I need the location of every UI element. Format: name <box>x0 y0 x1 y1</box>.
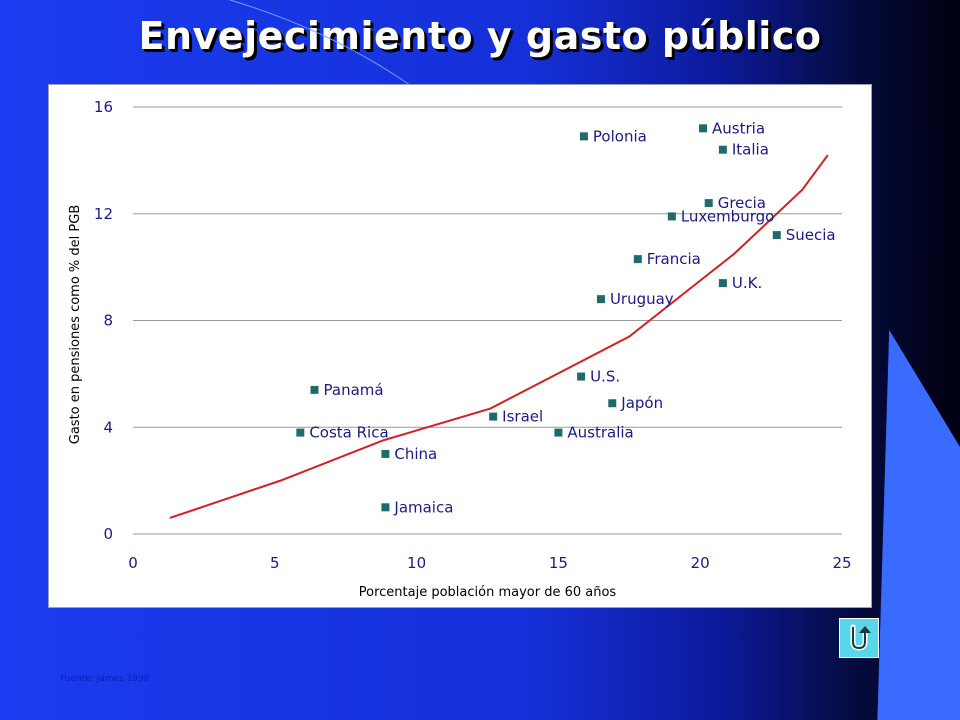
data-point-label: Jamaica <box>393 498 453 516</box>
data-point-marker <box>489 412 498 421</box>
data-point-marker <box>699 124 708 133</box>
data-point-marker <box>667 212 676 221</box>
data-point-label: Panamá <box>324 381 384 399</box>
data-point-marker <box>579 132 588 141</box>
data-point-label: Luxemburgo <box>681 207 775 225</box>
data-point-marker <box>718 279 727 288</box>
scatter-chart: 0 4 8 12 16 0 5 10 15 20 25 Porcentaje población ma… <box>68 98 852 600</box>
data-point-label: Francia <box>647 250 701 268</box>
data-point-marker <box>381 503 390 512</box>
data-point-marker <box>577 372 586 381</box>
data-point-marker <box>718 145 727 154</box>
trend-line <box>169 154 829 519</box>
data-point-label: Uruguay <box>610 290 674 308</box>
scatter-chart-panel: 0 4 8 12 16 0 5 10 15 20 25 Porcentaje población ma… <box>48 84 872 608</box>
u-turn-return-icon <box>850 624 871 651</box>
data-point-marker <box>296 428 305 437</box>
data-point-label: Japón <box>620 394 663 412</box>
data-point-label: Polonia <box>593 127 647 145</box>
data-point-label: Suecia <box>786 226 836 244</box>
x-tick-label: 5 <box>270 554 280 572</box>
x-tick-label: 25 <box>832 554 851 572</box>
data-point-marker <box>381 449 390 458</box>
y-tick-label: 0 <box>103 525 113 543</box>
return-button[interactable] <box>839 618 879 658</box>
y-tick-label: 12 <box>94 205 113 223</box>
source-note: Fuente: James 1998 <box>60 674 150 684</box>
data-point-marker <box>704 199 713 208</box>
x-tick-label: 20 <box>691 554 710 572</box>
x-tick-label: 15 <box>549 554 568 572</box>
data-point-marker <box>554 428 563 437</box>
y-tick-label: 16 <box>94 98 113 116</box>
y-tick-label: 4 <box>103 418 113 436</box>
data-point-label: U.K. <box>732 274 762 292</box>
x-tick-label: 10 <box>407 554 426 572</box>
data-point-label: Grecia <box>718 194 766 212</box>
data-point-marker <box>310 385 319 394</box>
data-point-label: Italia <box>732 141 769 159</box>
data-point-label: China <box>394 445 437 463</box>
data-point-marker <box>608 399 617 408</box>
data-point-marker <box>633 255 642 264</box>
y-tick-label: 8 <box>103 312 113 330</box>
data-point-marker <box>772 231 781 240</box>
data-point-label: Austria <box>712 119 765 137</box>
data-point-label: Australia <box>567 424 633 442</box>
data-point-label: U.S. <box>590 368 620 386</box>
y-axis-label: Gasto en pensiones como % del PGB <box>68 205 83 445</box>
data-point-label: Israel <box>502 408 543 426</box>
x-axis-label: Porcentaje población mayor de 60 años <box>359 585 617 600</box>
slide-title: Envejecimiento y gasto público <box>138 14 822 58</box>
x-tick-label: 0 <box>128 554 138 572</box>
data-point-marker <box>596 295 605 304</box>
data-point-label: Costa Rica <box>309 424 388 442</box>
